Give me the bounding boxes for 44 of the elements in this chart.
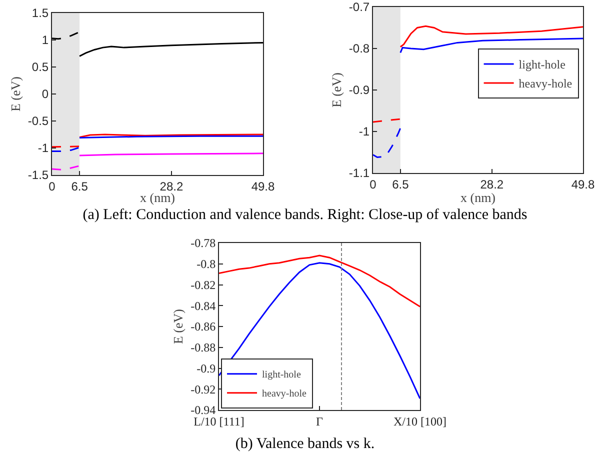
x-tick-label: 6.5 [392,177,410,192]
x-tick-label: 49.8 [251,179,275,194]
x-tick-label: Γ [316,414,324,428]
line-series [52,31,80,40]
y-axis-title: E (eV) [170,308,186,344]
line-series [219,262,420,400]
legend-label: light-hole [262,370,302,381]
line-series [400,25,583,48]
y-tick-label: -0.86 [190,320,216,334]
y-tick-label: -0.9 [196,361,216,376]
x-axis-title: x (nm) [460,190,496,205]
y-tick-label: -0.92 [190,382,216,396]
line-series [219,254,420,308]
y-tick-label: -0.8 [196,257,216,272]
y-tick-label: 0.5 [32,60,49,74]
legend-label: light-hole [518,58,566,72]
line-series [373,127,402,158]
y-tick-label: 1 [42,33,49,48]
y-tick-label: -0.5 [28,114,49,128]
y-tick-label: -1 [38,141,49,156]
y-tick-label: -1.5 [28,168,49,182]
text: (a) Left: Conduction and valence bands. Right: Close-up of valence bands [82,207,528,224]
line-series [78,42,263,57]
y-tick-label: -0.7 [348,0,370,14]
y-tick-label: -1 [358,124,370,139]
line-series [400,38,583,54]
y-tick-label: -0.8 [348,42,370,56]
y-tick-label: -0.82 [190,278,216,292]
x-tick-label: 28.2 [480,177,504,192]
x-tick-label: X/10 [100] [394,414,446,428]
x-tick-label: 6.5 [71,179,88,194]
x-tick-label: 49.8 [571,177,595,192]
y-tick-label: -0.9 [348,83,370,98]
y-axis-title: E (eV) [328,72,344,108]
y-tick-label: 0 [42,87,49,102]
y-tick-label: -0.84 [190,298,216,313]
text: (b) Valence bands vs k. [234,436,376,453]
y-tick-label: -1.1 [348,166,370,180]
y-tick-label: -0.78 [190,236,216,250]
legend-label: heavy-hole [518,76,572,91]
y-tick-label: 1.5 [32,6,49,20]
legend-label: heavy-hole [262,388,307,400]
y-tick-label: -0.88 [190,340,216,355]
y-axis-title: E (eV) [8,76,23,112]
